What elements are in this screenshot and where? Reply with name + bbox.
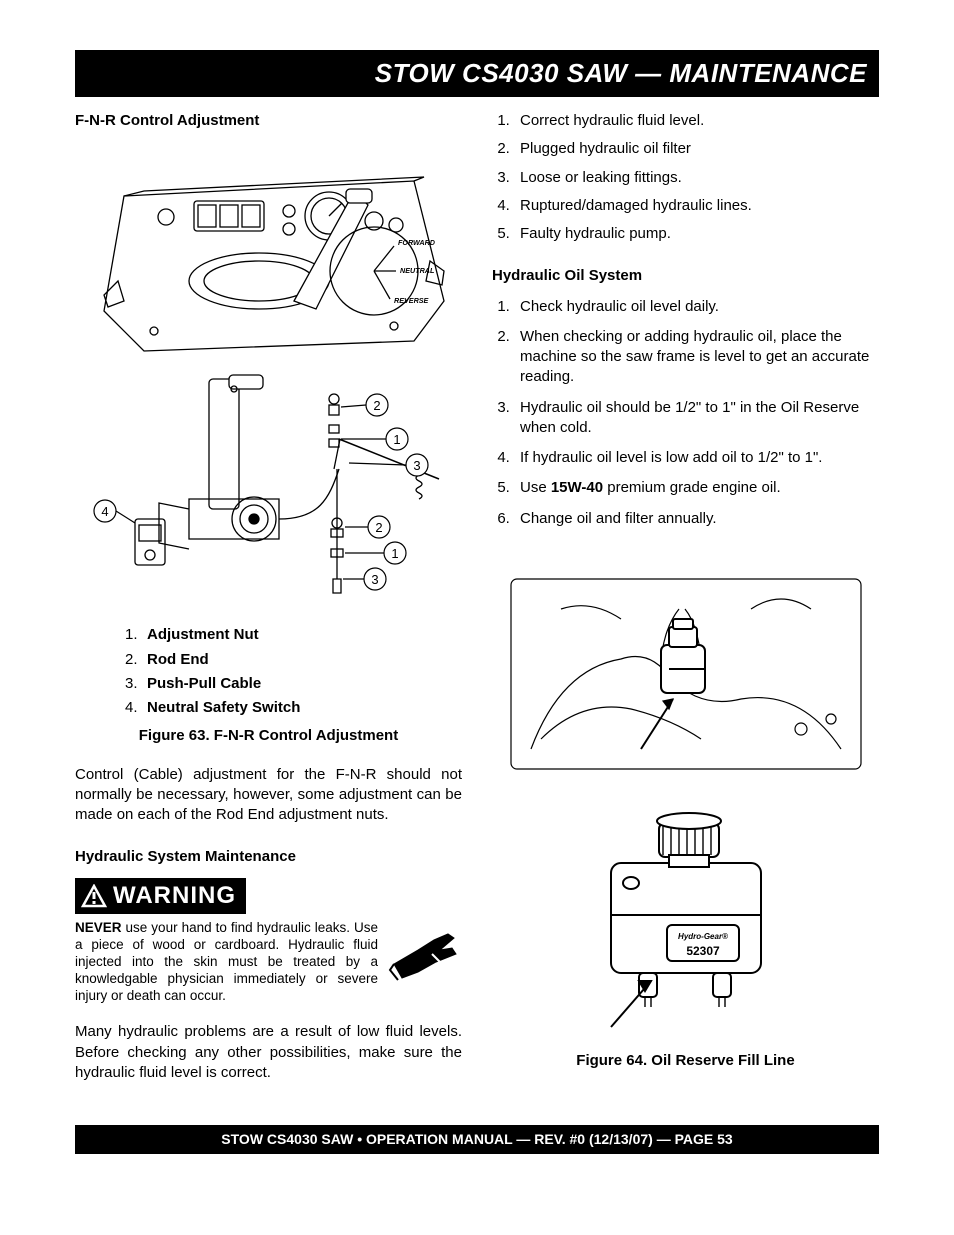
callout-item: 3.Push-Pull Cable [125,674,462,694]
svg-text:3: 3 [413,458,420,473]
heading-oil-system: Hydraulic Oil System [492,266,879,286]
svg-text:1: 1 [391,546,398,561]
warning-label: WARNING [113,880,236,912]
label-forward: FORWARD [398,238,435,247]
content-columns: F-N-R Control Adjustment [75,111,879,1099]
figure-63-callout-list: 1.Adjustment Nut 2.Rod End 3.Push-Pull C… [125,625,462,718]
label-neutral: NEUTRAL [400,266,434,275]
tank-part-number: 52307 [686,944,720,958]
warning-text: NEVER use your hand to find hydraulic le… [75,920,378,1004]
figure-64-caption: Figure 64. Oil Reserve Fill Line [492,1051,879,1071]
heading-hydraulic-maint: Hydraulic System Maintenance [75,847,462,867]
list-item: Plugged hydraulic oil filter [514,139,879,159]
figure-63-caption: Figure 63. F-N-R Control Adjustment [75,726,462,746]
svg-text:1: 1 [393,432,400,447]
right-column: Correct hydraulic fluid level. Plugged h… [492,111,879,1099]
list-item: Faulty hydraulic pump. [514,224,879,244]
fnr-panel-illustration: FORWARD NEUTRAL REVERSE [84,141,454,361]
list-item: Ruptured/damaged hydraulic lines. [514,196,879,216]
warning-header: WARNING [75,878,246,914]
svg-text:4: 4 [101,504,108,519]
svg-text:2: 2 [373,398,380,413]
callout-item: 2.Rod End [125,650,462,670]
left-column: F-N-R Control Adjustment [75,111,462,1099]
list-item: If hydraulic oil level is low add oil to… [514,448,879,468]
label-reverse: REVERSE [394,296,429,305]
list-item: Hydraulic oil should be 1/2" to 1" in th… [514,398,879,439]
svg-text:3: 3 [371,572,378,587]
figure-63-lower: 2 1 3 2 1 3 4 [75,369,462,619]
footer-bar: STOW CS4030 SAW • OPERATION MANUAL — REV… [75,1125,879,1154]
svg-text:2: 2 [375,520,382,535]
figure-63-upper: FORWARD NEUTRAL REVERSE [75,141,462,361]
paragraph-control-adjust: Control (Cable) adjustment for the F-N-R… [75,765,462,826]
figure-64-tank: Hydro-Gear® 52307 Figure 64. Oil Reserve… [492,803,879,1071]
title-bar: STOW CS4030 SAW — MAINTENANCE [75,50,879,97]
hydraulic-checklist: Correct hydraulic fluid level. Plugged h… [514,111,879,244]
callout-item: 1.Adjustment Nut [125,625,462,645]
list-item: Change oil and filter annually. [514,509,879,529]
warning-triangle-icon [81,884,107,908]
oil-system-steps: Check hydraulic oil level daily. When ch… [514,297,879,529]
list-item: Use 15W-40 premium grade engine oil. [514,478,879,498]
list-item: Check hydraulic oil level daily. [514,297,879,317]
tank-brand-label: Hydro-Gear® [678,932,728,941]
callout-item: 4.Neutral Safety Switch [125,698,462,718]
warning-block: WARNING NEVER use your hand to find hydr… [75,878,462,1005]
figure-64-engine [492,549,879,789]
fnr-exploded-illustration: 2 1 3 2 1 3 4 [79,369,459,619]
paragraph-after-warning: Many hydraulic problems are a result of … [75,1022,462,1083]
heading-fnr: F-N-R Control Adjustment [75,111,462,131]
list-item: Loose or leaking fittings. [514,168,879,188]
list-item: When checking or adding hydraulic oil, p… [514,327,879,388]
list-item: Correct hydraulic fluid level. [514,111,879,131]
warning-hand-icon [388,920,462,1004]
